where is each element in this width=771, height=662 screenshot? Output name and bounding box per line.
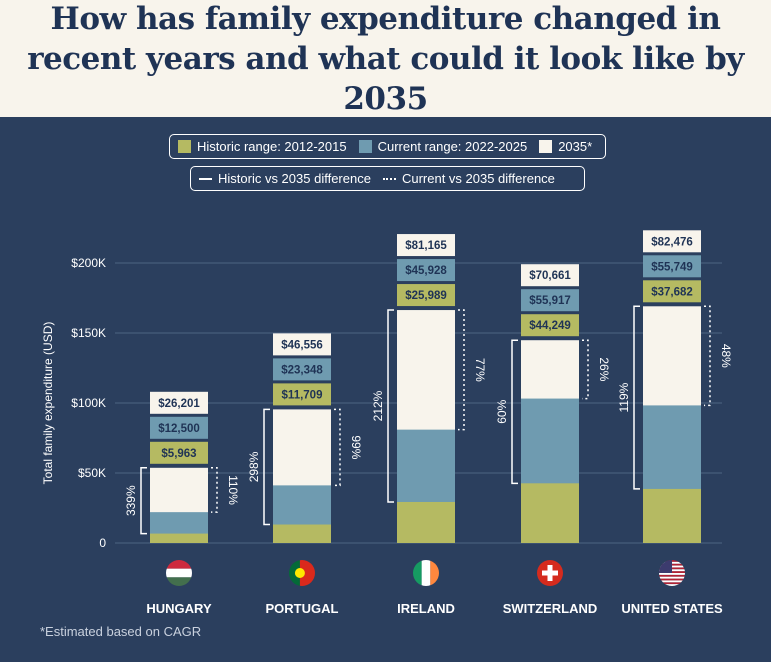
hungary-flag-icon (166, 560, 192, 586)
bracket-historic-2 (387, 309, 394, 503)
value-label-current: $45,928 (405, 265, 447, 277)
y-tick-label: 0 (99, 536, 106, 550)
bracket-current-3 (582, 339, 589, 400)
value-label-current-box (273, 358, 331, 381)
current-swatch (358, 140, 372, 153)
legend-current-label: Current range: 2022-2025 (377, 139, 528, 154)
value-label-2035: $26,201 (158, 398, 200, 410)
value-label-current-box (521, 289, 579, 312)
page-title: How has family expenditure changed in re… (27, 0, 744, 117)
y-tick-label: $100K (71, 396, 106, 410)
bar-historic-3 (521, 483, 579, 543)
country-label: PORTUGAL (266, 601, 339, 616)
bracket-historic-3 (511, 339, 518, 485)
country-label: UNITED STATES (621, 601, 723, 616)
value-label-current: $12,500 (158, 423, 200, 435)
footnote: *Estimated based on CAGR (40, 624, 202, 639)
legend-item-current: Current range: 2022-2025 (358, 139, 528, 154)
value-label-2035-box (643, 230, 701, 253)
bracket-current-0 (211, 467, 218, 513)
bracket-current-1 (334, 408, 341, 487)
pct-historic-label: 212% (371, 390, 385, 421)
value-label-2035: $81,165 (405, 240, 447, 252)
y-tick-label: $50K (78, 466, 106, 480)
value-label-current: $23,348 (281, 364, 323, 376)
portugal-flag-icon (289, 560, 315, 586)
pct-historic-label: 298% (247, 451, 261, 482)
value-label-historic-box (643, 280, 701, 303)
pct-historic-label: 119% (617, 382, 631, 412)
pct-historic-label: 339% (124, 485, 138, 516)
value-label-current-box (643, 255, 701, 278)
value-label-historic: $5,963 (161, 448, 196, 460)
bar-historic-0 (150, 533, 208, 543)
bracket-historic-4 (633, 305, 640, 490)
bar-historic-4 (643, 488, 701, 543)
bracket-current-2 (458, 309, 465, 431)
value-label-historic-box (150, 441, 208, 464)
pct-current-label: 26% (597, 357, 611, 381)
legend-item-solid: Historic vs 2035 difference (199, 171, 371, 186)
y-tick-label: $200K (71, 256, 106, 270)
y-axis-title: Total family expenditure (USD) (41, 322, 55, 485)
future-swatch (539, 140, 553, 153)
value-label-2035: $82,476 (651, 236, 693, 248)
country-label: HUNGARY (146, 601, 212, 616)
value-label-current-box (397, 259, 455, 282)
legend-lines: Historic vs 2035 difference Current vs 2… (190, 166, 585, 191)
legend-historic-label: Historic range: 2012-2015 (197, 139, 347, 154)
ireland-flag-icon (413, 560, 439, 586)
country-label: SWITZERLAND (503, 601, 598, 616)
value-label-current: $55,749 (651, 261, 693, 273)
value-label-2035: $70,661 (529, 270, 571, 282)
value-label-2035-box (150, 391, 208, 414)
bar-historic-2 (397, 501, 455, 543)
value-label-historic: $44,249 (529, 320, 571, 332)
value-label-historic: $37,682 (651, 286, 693, 298)
bracket-current-4 (704, 305, 711, 407)
value-label-current: $55,917 (529, 295, 571, 307)
value-label-2035: $46,556 (281, 339, 323, 351)
value-label-historic-box (397, 284, 455, 307)
legend-solid-label: Historic vs 2035 difference (218, 171, 371, 186)
value-label-current-box (150, 416, 208, 439)
y-tick-label: $150K (71, 326, 106, 340)
historic-swatch (178, 140, 191, 153)
country-label: IRELAND (397, 601, 455, 616)
value-label-2035-box (397, 234, 455, 257)
legend-future-label: 2035* (558, 139, 593, 154)
pct-current-label: 77% (473, 358, 487, 382)
united-states-flag-icon (659, 560, 685, 586)
pct-current-label: 48% (719, 344, 733, 368)
value-label-2035-box (273, 333, 331, 356)
bracket-historic-1 (263, 408, 270, 526)
bar-historic-1 (273, 524, 331, 543)
pct-historic-label: 60% (495, 399, 509, 423)
legend-item-historic: Historic range: 2012-2015 (178, 139, 347, 154)
value-label-historic: $25,989 (405, 290, 447, 302)
value-label-historic-box (521, 314, 579, 337)
dotted-line-swatch (382, 177, 396, 180)
solid-line-swatch (199, 177, 212, 180)
legend-item-future: 2035* (539, 139, 592, 154)
bracket-historic-0 (140, 467, 147, 535)
pct-current-label: 110% (226, 475, 240, 505)
header-banner: How has family expenditure changed in re… (0, 0, 771, 117)
legend-dotted-label: Current vs 2035 difference (401, 171, 555, 186)
legend-ranges: Historic range: 2012-2015 Current range:… (169, 134, 606, 159)
value-label-historic-box (273, 383, 331, 406)
legend-item-dotted: Current vs 2035 difference (382, 171, 555, 186)
pct-current-label: 99% (349, 435, 363, 459)
value-label-2035-box (521, 264, 579, 287)
switzerland-flag-icon (537, 560, 563, 586)
value-label-historic: $11,709 (282, 389, 323, 401)
